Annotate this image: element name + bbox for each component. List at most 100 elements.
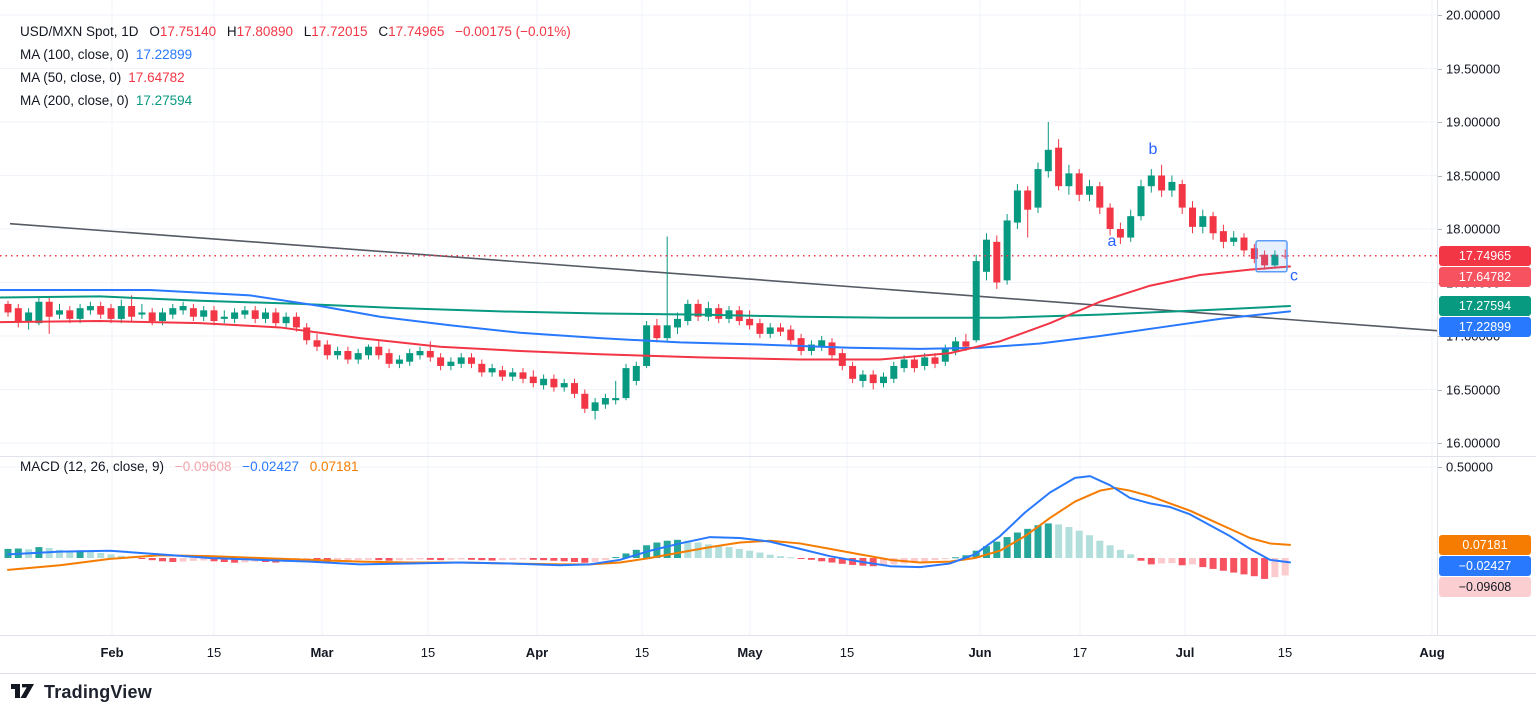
candle-body: [684, 303, 692, 322]
macd-histogram-bar: [828, 558, 836, 563]
time-label-Jul[interactable]: Jul: [1175, 645, 1195, 660]
time-label-15[interactable]: 15: [839, 645, 855, 660]
time-axis[interactable]: Feb 15 Mar 15 Apr 15 May 15 Jun 17 Jul 15 Aug: [0, 635, 1536, 674]
macd-histogram-bar: [179, 558, 187, 562]
ohlc-low-label: L: [303, 24, 312, 39]
candle-body: [1240, 237, 1248, 251]
time-label-15[interactable]: 15: [206, 645, 222, 660]
macd-line-value: −0.02427: [242, 459, 299, 474]
price-tick-label: 18.50000: [1446, 168, 1501, 183]
ma50-line[interactable]: [0, 265, 1291, 361]
macd-histogram-bar: [1116, 549, 1124, 558]
candle-body: [478, 363, 486, 373]
price-tick-label: 16.50000: [1446, 382, 1501, 397]
trendline[interactable]: [9, 222, 1437, 332]
macd-histogram-bar: [704, 544, 712, 558]
price-badge: −0.02427: [1439, 555, 1531, 576]
candle-body: [426, 350, 434, 358]
time-label-Aug[interactable]: Aug: [1419, 645, 1445, 660]
ma200-line[interactable]: [0, 295, 1291, 319]
macd-histogram-bar: [148, 558, 156, 561]
selection-box[interactable]: [1255, 240, 1288, 273]
time-label-Jun[interactable]: Jun: [968, 645, 992, 660]
annotation-c[interactable]: c: [1290, 267, 1298, 284]
candle-body: [972, 261, 980, 341]
candle-body: [900, 359, 908, 369]
candle-body: [694, 303, 702, 317]
macd-histogram-bar: [838, 558, 846, 564]
candle-body: [777, 327, 784, 332]
candle-body: [138, 312, 146, 315]
macd-histogram-bar: [1199, 558, 1207, 568]
ma-value: 17.22899: [135, 47, 193, 62]
candle-body: [35, 301, 43, 324]
annotation-b[interactable]: b: [1149, 141, 1158, 158]
macd-line[interactable]: [7, 475, 1291, 569]
macd-histogram-bar: [406, 558, 414, 560]
macd-histogram-bar: [715, 546, 723, 558]
macd-title[interactable]: MACD (12, 26, close, 9): [20, 459, 165, 474]
candle-body: [663, 325, 671, 339]
main-legend[interactable]: USD/MXN Spot, 1D O17.75140 H17.80890 L17…: [20, 20, 571, 112]
tradingview-logo[interactable]: TradingView: [10, 681, 152, 703]
macd-histogram-bar: [457, 558, 465, 560]
candle-body: [1219, 231, 1227, 242]
chart-svg[interactable]: a b c: [0, 0, 1437, 672]
change-value: −0.00175 (−0.01%): [455, 24, 571, 39]
candle-body: [86, 306, 94, 311]
chart-canvas[interactable]: a b c USD/MXN Spot, 1D O17.75140 H17.80890…: [0, 0, 1437, 672]
pane-divider[interactable]: [0, 456, 1536, 457]
candle-body: [931, 357, 939, 364]
candle-body: [1271, 254, 1279, 266]
tradingview-logo-text: TradingView: [44, 681, 152, 702]
macd-histogram-bar: [684, 540, 692, 558]
time-label-May[interactable]: May: [737, 645, 763, 660]
candle-body: [1178, 184, 1186, 208]
candle-body: [334, 350, 342, 356]
candle-body: [1189, 207, 1196, 227]
candle-body: [1013, 190, 1021, 223]
candle-body: [704, 308, 712, 317]
ma100-line[interactable]: [0, 288, 1291, 350]
time-label-17[interactable]: 17: [1072, 645, 1088, 660]
time-label-Feb[interactable]: Feb: [100, 645, 124, 660]
macd-signal-line[interactable]: [7, 486, 1291, 571]
ma-legend-row-2[interactable]: MA (200, close, 0) 17.27594: [20, 89, 571, 112]
candle-body: [159, 312, 166, 322]
candle-body: [76, 308, 84, 319]
candle-body: [1106, 207, 1114, 229]
time-label-15[interactable]: 15: [634, 645, 650, 660]
time-label-Mar[interactable]: Mar: [310, 645, 334, 660]
candle-body: [323, 344, 331, 356]
axis-tickmark: [1438, 229, 1442, 230]
macd-histogram-bar: [797, 558, 805, 559]
axis-tickmark: [1438, 467, 1442, 468]
ma-legend-row-0[interactable]: MA (100, close, 0) 17.22899: [20, 43, 571, 66]
price-tick-label: 0.50000: [1446, 459, 1493, 475]
macd-histogram-bar: [97, 552, 105, 558]
ma-legend-row-1[interactable]: MA (50, close, 0) 17.64782: [20, 66, 571, 89]
candle-body: [1034, 169, 1042, 208]
macd-histogram-bar: [849, 558, 857, 565]
time-label-15[interactable]: 15: [1277, 645, 1293, 660]
macd-legend[interactable]: MACD (12, 26, close, 9) −0.09608 −0.0242…: [20, 455, 359, 478]
macd-histogram-bar: [1250, 558, 1258, 577]
price-axis[interactable]: 20.00000 19.50000 19.00000 18.50000 18.00000…: [1437, 0, 1536, 672]
macd-histogram-bar: [1127, 554, 1135, 558]
macd-histogram-bar: [1219, 558, 1227, 571]
candle-body: [117, 306, 125, 319]
candle-body: [344, 350, 352, 360]
symbol-row[interactable]: USD/MXN Spot, 1D O17.75140 H17.80890 L17…: [20, 20, 571, 43]
candle-body: [622, 368, 630, 399]
candle-body: [354, 353, 362, 360]
time-label-Apr[interactable]: Apr: [525, 645, 549, 660]
macd-histogram-bar: [653, 542, 661, 558]
candle-body: [447, 361, 455, 366]
time-label-15[interactable]: 15: [420, 645, 436, 660]
ma-value: 17.64782: [128, 70, 185, 85]
ohlc-close-label: C: [378, 24, 389, 39]
symbol-title[interactable]: USD/MXN Spot, 1D: [20, 24, 139, 39]
candle-body: [488, 368, 496, 373]
annotation-a[interactable]: a: [1108, 233, 1117, 250]
